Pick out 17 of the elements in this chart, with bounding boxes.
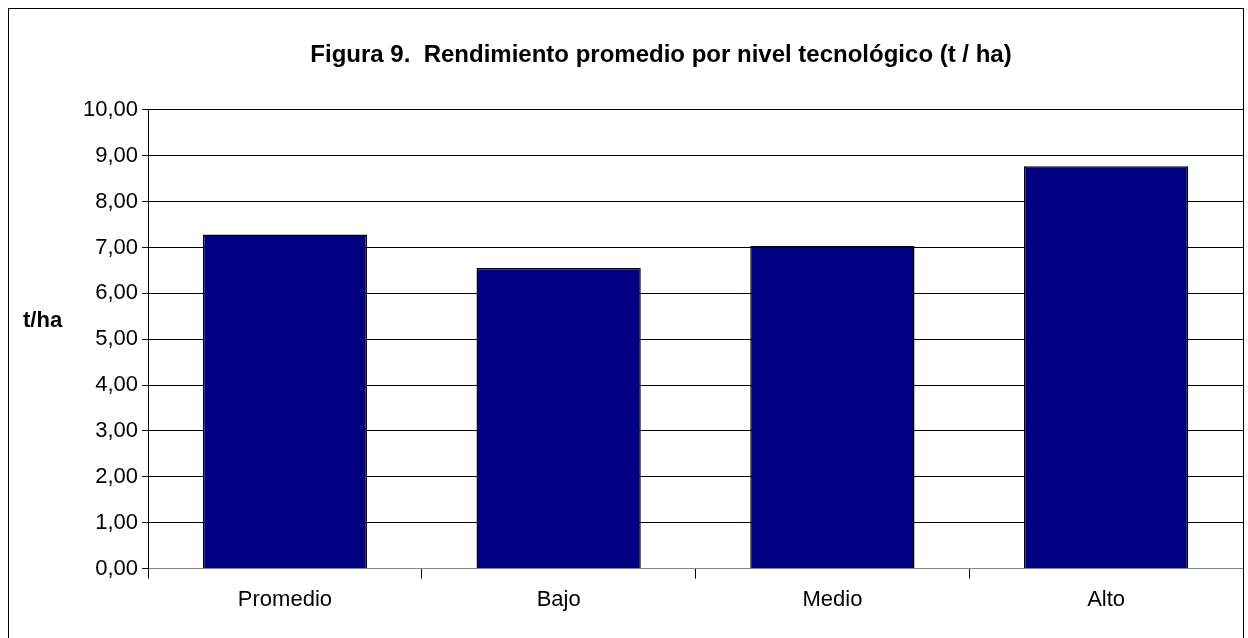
x-tick-label: Bajo <box>536 585 581 611</box>
y-axis-title: t/ha <box>23 307 63 333</box>
x-tick-label: Promedio <box>237 585 332 611</box>
y-tick-label: 1,00 <box>95 508 139 534</box>
x-tick-label: Medio <box>802 585 863 611</box>
y-tick-label: 3,00 <box>95 417 139 443</box>
y-tick-label: 6,00 <box>95 279 139 305</box>
chart-title: Figura 9. Rendimiento promedio por nivel tecnológico (t / ha) <box>310 40 1012 68</box>
y-tick-label: 0,00 <box>95 554 139 580</box>
x-tick-label: Alto <box>1087 585 1126 611</box>
y-tick-label: 9,00 <box>95 141 139 167</box>
y-tick-label: 7,00 <box>95 233 139 259</box>
y-tick-label: 5,00 <box>95 325 139 351</box>
y-tick-label: 10,00 <box>82 95 139 121</box>
y-tick-label: 4,00 <box>95 371 139 397</box>
y-tick-label: 8,00 <box>95 187 139 213</box>
y-tick-label: 2,00 <box>95 462 139 488</box>
